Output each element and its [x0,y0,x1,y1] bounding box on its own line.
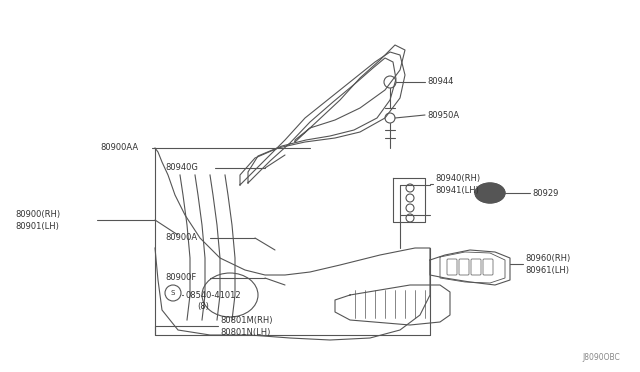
Text: 80961(LH): 80961(LH) [525,266,569,275]
Text: 80900A: 80900A [165,234,197,243]
Text: 80929: 80929 [532,189,558,198]
Text: S: S [171,290,175,296]
Text: 80944: 80944 [427,77,453,87]
Text: 80801M(RH): 80801M(RH) [220,315,273,324]
Text: 80900(RH): 80900(RH) [15,209,60,218]
Text: 80900F: 80900F [165,273,196,282]
Ellipse shape [475,183,505,203]
Text: 80801N(LH): 80801N(LH) [220,327,270,337]
Text: 80940(RH): 80940(RH) [435,173,480,183]
Text: (8): (8) [197,302,209,311]
Text: 80900AA: 80900AA [100,144,138,153]
Text: 80940G: 80940G [165,164,198,173]
Text: J8090OBC: J8090OBC [582,353,620,362]
Text: 08540-41012: 08540-41012 [185,291,241,299]
Text: 80941(LH): 80941(LH) [435,186,479,195]
Text: 80950A: 80950A [427,110,459,119]
Text: 80901(LH): 80901(LH) [15,221,59,231]
Text: 80960(RH): 80960(RH) [525,253,570,263]
